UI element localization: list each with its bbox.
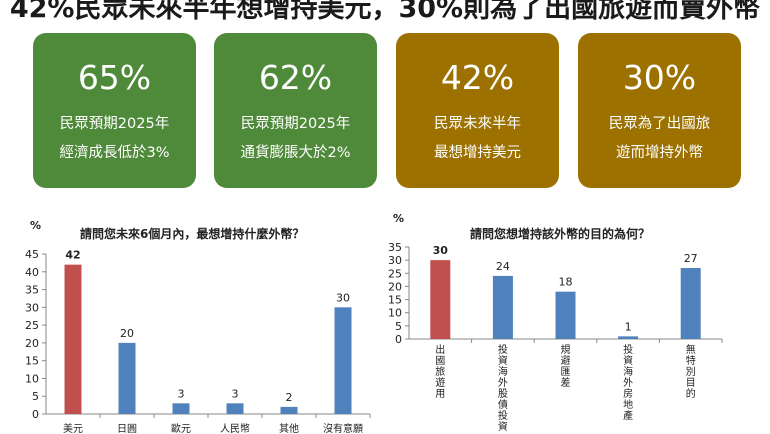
bar (430, 260, 451, 339)
bar (680, 268, 701, 339)
y-tick-label: 20 (388, 280, 402, 293)
left-chart-unit: % (30, 219, 42, 232)
data-label: 18 (559, 276, 573, 289)
y-tick-label: 25 (388, 267, 402, 280)
y-tick-label: 5 (395, 320, 402, 333)
category-label: 投資海外房地產 (623, 343, 633, 422)
y-tick-label: 35 (25, 284, 39, 297)
bar (280, 406, 298, 414)
stat-card-usd: 42% 民眾未來半年 最想增持美元 (396, 33, 559, 188)
category-label: 出國旅遊用 (435, 343, 445, 400)
data-label: 30 (336, 291, 350, 304)
stat-card-travel: 30% 民眾為了出國旅 遊而增持外幣 (578, 33, 741, 188)
bar (618, 336, 639, 339)
category-label: 人民幣 (220, 423, 250, 434)
y-tick-label: 15 (388, 294, 402, 307)
y-tick-label: 15 (25, 355, 39, 368)
category-label: 日圓 (117, 423, 137, 434)
data-label: 1 (625, 320, 632, 333)
stat-desc-line1: 民眾為了出國旅 (608, 116, 711, 132)
y-tick-label: 10 (25, 372, 39, 385)
right-chart-title: 請問您想增持該外幣的目的為何？ (470, 227, 651, 241)
category-label: 無特別目的 (686, 343, 696, 400)
y-tick-label: 10 (388, 307, 402, 320)
bar (334, 307, 352, 414)
data-label: 20 (120, 327, 134, 340)
bar (172, 403, 190, 414)
category-label: 投資海外股債投資 (498, 343, 508, 433)
category-label: 沒有意願 (323, 422, 363, 434)
y-tick-label: 25 (25, 319, 39, 332)
data-label: 3 (232, 387, 239, 400)
stat-desc-line1: 民眾未來半年 (434, 116, 521, 132)
category-label: 歐元 (171, 422, 191, 434)
bar (118, 342, 136, 414)
headline: 42%民眾未來半年想增持美元，30%則為了出國旅遊而賣外幣 (9, 0, 761, 24)
stat-desc-line2: 遊而增持外幣 (616, 145, 703, 161)
stat-card-growth: 65% 民眾預期2025年 經濟成長低於3% (33, 33, 196, 188)
right-chart-unit: % (393, 212, 405, 225)
category-label: 美元 (63, 422, 83, 434)
y-tick-label: 30 (388, 254, 402, 267)
data-label: 24 (496, 260, 510, 273)
y-tick-label: 5 (32, 390, 39, 403)
stat-desc-line2: 通貨膨脹大於2% (240, 145, 351, 161)
y-tick-label: 0 (395, 333, 402, 346)
left-bar-chart: 0 5 10 15 20 25 30 35 40 45 42 美元 20 日圓 3 歐元 3 人民幣 2 其他 30 沒有… (25, 248, 371, 434)
stat-desc-line2: 經濟成長低於3% (59, 145, 170, 161)
bar (492, 275, 513, 339)
bar (226, 403, 244, 414)
y-tick-label: 40 (25, 266, 39, 279)
category-label: 規避匯差 (561, 344, 571, 389)
bar (64, 264, 82, 414)
stat-desc-line1: 民眾預期2025年 (59, 116, 170, 132)
data-label: 27 (684, 252, 698, 265)
data-label: 3 (178, 387, 185, 400)
category-label: 其他 (279, 422, 299, 434)
data-label: 30 (433, 244, 449, 257)
data-label: 2 (286, 391, 293, 404)
stat-value: 65% (77, 58, 152, 97)
bar (555, 291, 576, 339)
stat-value: 30% (622, 58, 697, 97)
summary-cards: 65% 民眾預期2025年 經濟成長低於3% 62% 民眾預期2025年 通貨膨… (33, 33, 741, 189)
y-tick-label: 35 (388, 241, 402, 254)
stat-card-inflation: 62% 民眾預期2025年 通貨膨脹大於2% (214, 33, 377, 188)
y-tick-label: 30 (25, 301, 39, 314)
stat-value: 62% (258, 58, 333, 97)
y-tick-label: 0 (32, 408, 39, 421)
stat-desc-line1: 民眾預期2025年 (240, 116, 351, 132)
y-tick-label: 20 (25, 337, 39, 350)
stat-value: 42% (440, 58, 515, 97)
y-tick-label: 45 (25, 248, 39, 261)
left-chart-title: 請問您未來6個月內，最想增持什麼外幣？ (80, 227, 305, 241)
stat-desc-line2: 最想增持美元 (434, 145, 521, 161)
data-label: 42 (65, 249, 80, 262)
